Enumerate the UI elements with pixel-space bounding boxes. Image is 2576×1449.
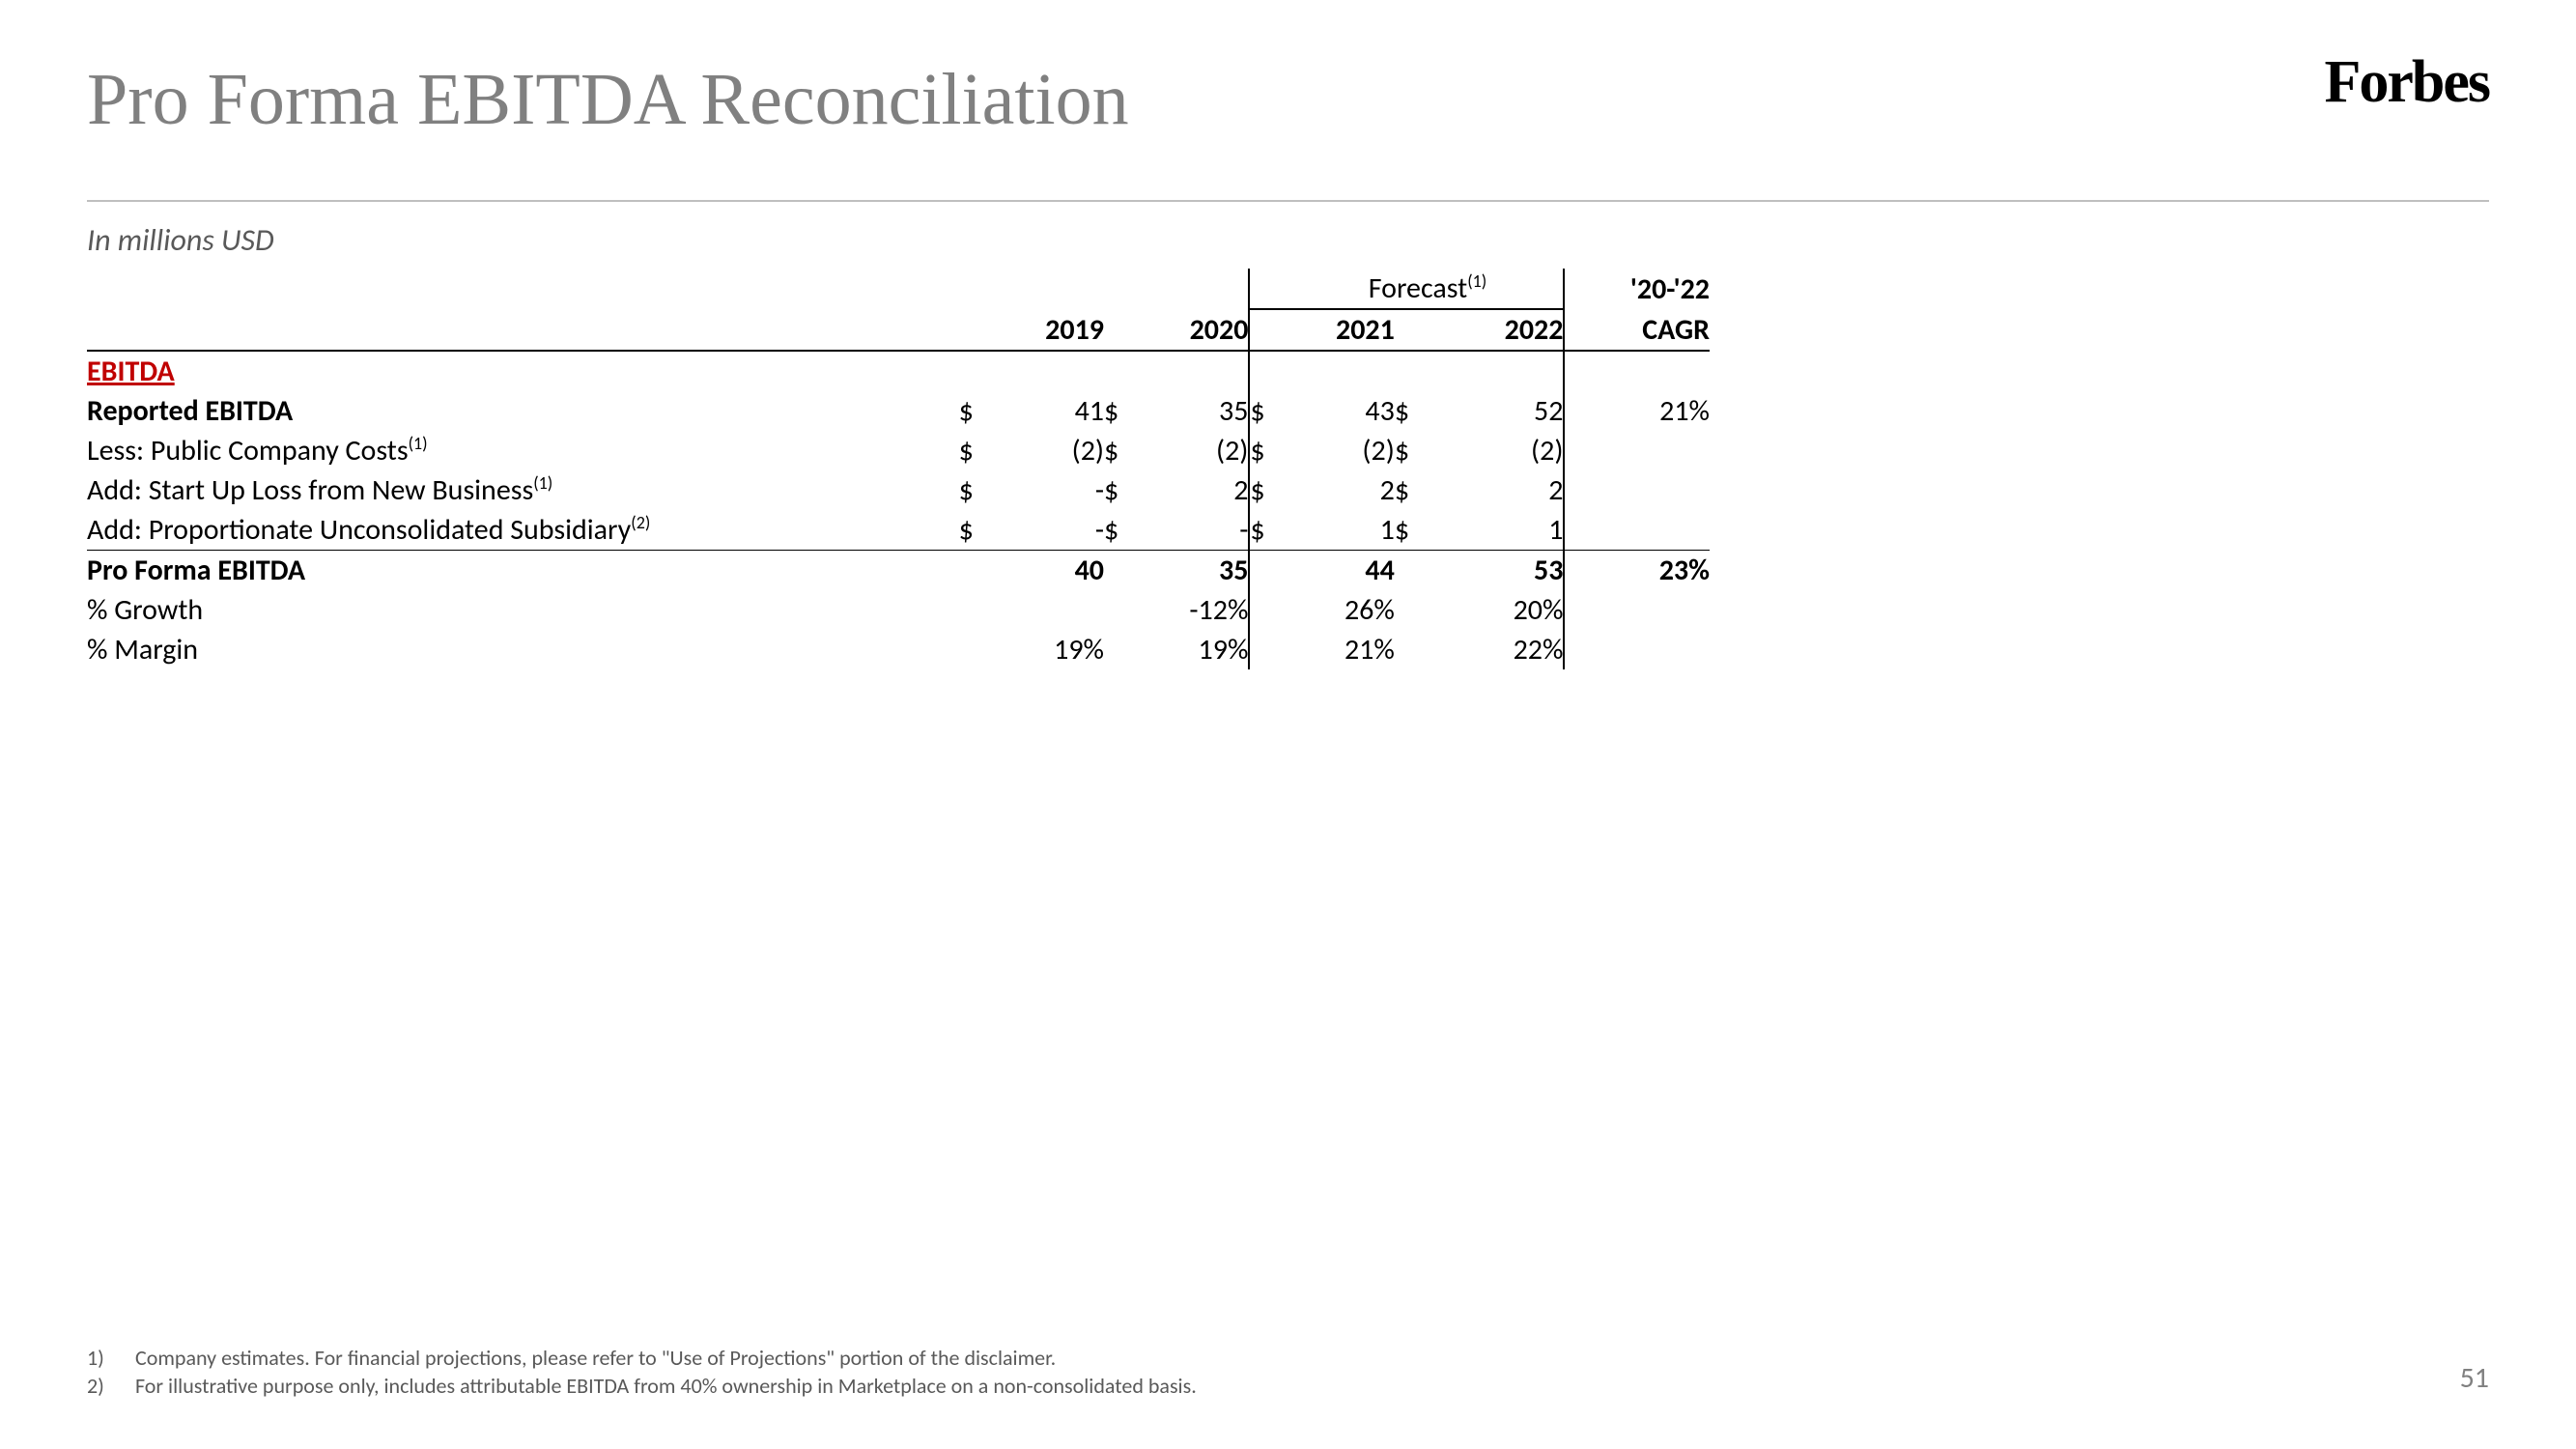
- year-2021: 2021: [1290, 309, 1394, 351]
- reported-cagr: 21%: [1564, 391, 1710, 431]
- forbes-logo: Forbes: [2324, 48, 2489, 117]
- startup-2022: 2: [1436, 470, 1565, 510]
- growth-2019: [1001, 590, 1104, 630]
- public-costs-row: Less: Public Company Costs(1) $(2) $(2) …: [87, 431, 1710, 470]
- unconsolidated-2022: 1: [1436, 510, 1565, 551]
- public-costs-2019: (2): [1001, 431, 1104, 470]
- page-title: Pro Forma EBITDA Reconciliation: [87, 58, 2489, 142]
- ebitda-section-label: EBITDA: [87, 351, 959, 391]
- proforma-label: Pro Forma EBITDA: [87, 551, 959, 591]
- startup-loss-row: Add: Start Up Loss from New Business(1) …: [87, 470, 1710, 510]
- title-divider: [87, 200, 2489, 202]
- footnote-1: 1)Company estimates. For financial proje…: [87, 1345, 1197, 1371]
- reported-2020: 35: [1146, 391, 1249, 431]
- reported-2021: 43: [1290, 391, 1394, 431]
- ebitda-section-row: EBITDA: [87, 351, 1710, 391]
- forecast-label: Forecast: [1369, 270, 1467, 306]
- cagr-period: '20-'22: [1564, 269, 1710, 309]
- forecast-sup: (1): [1467, 270, 1486, 292]
- public-costs-2020: (2): [1146, 431, 1249, 470]
- public-costs-2021: (2): [1290, 431, 1394, 470]
- proforma-ebitda-row: Pro Forma EBITDA 40 35 44 53 23%: [87, 551, 1710, 591]
- growth-label: % Growth: [87, 590, 959, 630]
- footnote-2: 2)For illustrative purpose only, include…: [87, 1373, 1197, 1399]
- reconciliation-table: Forecast(1) '20-'22 2019 2020 2021 2022 …: [87, 269, 1710, 669]
- unconsolidated-label: Add: Proportionate Unconsolidated Subsid…: [87, 510, 959, 551]
- growth-row: % Growth -12% 26% 20%: [87, 590, 1710, 630]
- unconsolidated-2019: -: [1001, 510, 1104, 551]
- year-header-row: 2019 2020 2021 2022 CAGR: [87, 309, 1710, 351]
- margin-2022: 22%: [1436, 630, 1565, 669]
- unconsolidated-row: Add: Proportionate Unconsolidated Subsid…: [87, 510, 1710, 551]
- growth-2021: 26%: [1290, 590, 1394, 630]
- proforma-2019: 40: [1001, 551, 1104, 591]
- footnotes: 1)Company estimates. For financial proje…: [87, 1345, 1197, 1401]
- page-number: 51: [2460, 1360, 2489, 1396]
- slide: Pro Forma EBITDA Reconciliation Forbes I…: [0, 0, 2576, 1449]
- reported-ebitda-label: Reported EBITDA: [87, 391, 959, 431]
- proforma-cagr: 23%: [1564, 551, 1710, 591]
- year-2020: 2020: [1146, 309, 1249, 351]
- forecast-header-row: Forecast(1) '20-'22: [87, 269, 1710, 309]
- year-2022: 2022: [1436, 309, 1565, 351]
- margin-2019: 19%: [1001, 630, 1104, 669]
- units-subtitle: In millions USD: [87, 221, 2489, 259]
- year-2019: 2019: [1001, 309, 1104, 351]
- growth-2022: 20%: [1436, 590, 1565, 630]
- startup-2020: 2: [1146, 470, 1249, 510]
- reported-2019: 41: [1001, 391, 1104, 431]
- public-costs-2022: (2): [1436, 431, 1565, 470]
- public-costs-label: Less: Public Company Costs(1): [87, 431, 959, 470]
- proforma-2020: 35: [1146, 551, 1249, 591]
- growth-2020: -12%: [1146, 590, 1249, 630]
- startup-2019: -: [1001, 470, 1104, 510]
- proforma-2022: 53: [1436, 551, 1565, 591]
- margin-label: % Margin: [87, 630, 959, 669]
- unconsolidated-2020: -: [1146, 510, 1249, 551]
- startup-2021: 2: [1290, 470, 1394, 510]
- reported-2022: 52: [1436, 391, 1565, 431]
- unconsolidated-2021: 1: [1290, 510, 1394, 551]
- margin-2020: 19%: [1146, 630, 1249, 669]
- margin-row: % Margin 19% 19% 21% 22%: [87, 630, 1710, 669]
- reported-ebitda-row: Reported EBITDA $41 $35 $43 $52 21%: [87, 391, 1710, 431]
- cagr-header: CAGR: [1564, 309, 1710, 351]
- proforma-2021: 44: [1290, 551, 1394, 591]
- margin-2021: 21%: [1290, 630, 1394, 669]
- startup-loss-label: Add: Start Up Loss from New Business(1): [87, 470, 959, 510]
